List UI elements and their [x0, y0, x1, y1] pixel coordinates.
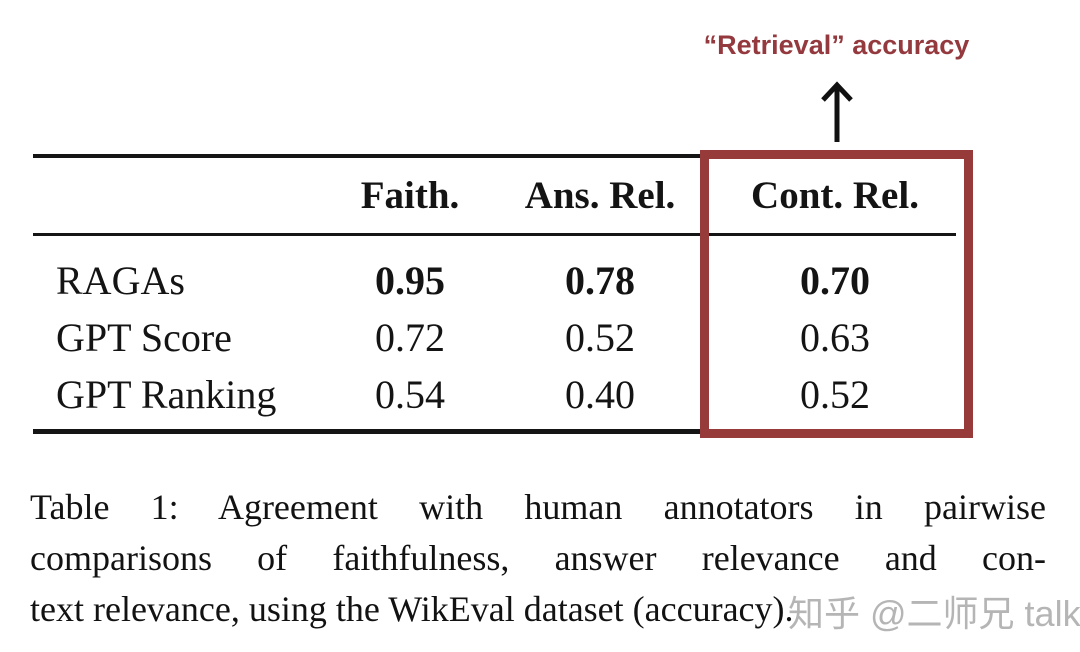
cell-gpt-score-ans-rel: 0.52	[565, 315, 635, 360]
table-caption: Table 1: Agreement with human annotators…	[30, 482, 1046, 635]
highlight-box-cont-rel	[700, 150, 973, 438]
cell-ragas-ans-rel: 0.78	[565, 258, 635, 303]
col-header-faith: Faith.	[360, 174, 460, 217]
col-header-cont-rel: Cont. Rel.	[751, 174, 919, 217]
col-header-ans-rel: Ans. Rel.	[524, 174, 676, 217]
watermark: 知乎 @二师兄 talk	[788, 593, 1080, 634]
cell-gpt-ranking-cont-rel: 0.52	[800, 372, 870, 417]
table-header-rule	[33, 233, 956, 236]
up-arrow-icon	[813, 80, 861, 144]
table-bottom-rule	[33, 429, 956, 434]
retrieval-accuracy-annotation: “Retrieval” accuracy	[703, 30, 970, 60]
row-label-gpt-ranking: GPT Ranking	[56, 372, 277, 417]
caption-line-1: Table 1: Agreement with human annotators…	[30, 487, 1046, 527]
caption-line-3: text relevance, using the WikEval datase…	[30, 589, 794, 629]
cell-gpt-score-cont-rel: 0.63	[800, 315, 870, 360]
row-label-ragas: RAGAs	[56, 258, 185, 303]
row-label-gpt-score: GPT Score	[56, 315, 232, 360]
cell-gpt-ranking-ans-rel: 0.40	[565, 372, 635, 417]
cell-ragas-faith: 0.95	[375, 258, 445, 303]
cell-gpt-ranking-faith: 0.54	[375, 372, 445, 417]
cell-ragas-cont-rel: 0.70	[800, 258, 870, 303]
cell-gpt-score-faith: 0.72	[375, 315, 445, 360]
table-top-rule	[33, 154, 956, 158]
caption-line-2: comparisons of faithfulness, answer rele…	[30, 538, 1046, 578]
